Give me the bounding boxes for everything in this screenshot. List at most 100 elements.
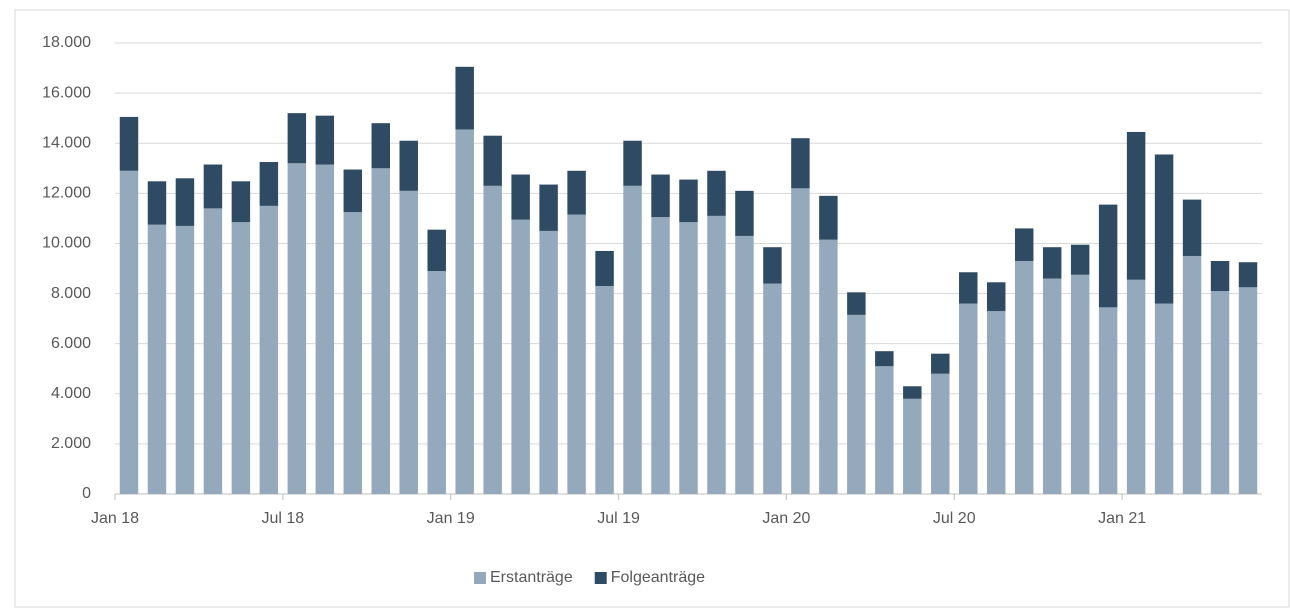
y-tick-label: 2.000 xyxy=(51,435,91,452)
y-tick-label: 16.000 xyxy=(42,84,91,101)
y-tick-label: 18.000 xyxy=(42,34,91,51)
bar xyxy=(175,178,195,226)
bar xyxy=(1070,244,1090,275)
y-tick-label: 0 xyxy=(82,485,91,502)
y-tick-label: 8.000 xyxy=(51,285,91,302)
bar xyxy=(707,170,726,216)
legend-label: Erstanträge xyxy=(490,569,573,586)
bar xyxy=(343,212,363,494)
bar xyxy=(343,169,363,213)
bar xyxy=(371,168,391,494)
bar xyxy=(427,271,446,494)
bar xyxy=(986,282,1006,312)
legend-swatch xyxy=(474,572,486,584)
x-tick-label: Jan 18 xyxy=(91,510,139,527)
bar xyxy=(595,286,614,494)
bar xyxy=(1238,287,1258,494)
bar xyxy=(1042,247,1062,279)
bar xyxy=(147,224,167,494)
bar xyxy=(931,373,950,494)
bar xyxy=(567,170,586,215)
bar xyxy=(791,138,810,189)
x-tick-label: Jan 19 xyxy=(427,510,475,527)
bar xyxy=(539,184,558,231)
bar xyxy=(763,247,782,284)
bar xyxy=(679,222,698,494)
bar xyxy=(1154,303,1174,494)
bar xyxy=(203,208,223,494)
bar xyxy=(903,386,922,399)
bar xyxy=(651,217,670,494)
x-tick-label: Jul 18 xyxy=(262,510,305,527)
bar xyxy=(959,272,978,304)
bar xyxy=(1210,260,1230,292)
bar xyxy=(259,205,279,494)
bar xyxy=(511,219,530,494)
bar xyxy=(791,188,810,495)
bar xyxy=(399,140,418,191)
bar xyxy=(119,116,139,171)
bar xyxy=(903,398,922,494)
bar xyxy=(875,366,894,494)
bar xyxy=(1154,154,1174,304)
bar xyxy=(567,214,586,494)
y-tick-label: 10.000 xyxy=(42,235,91,252)
x-tick-label: Jan 21 xyxy=(1098,510,1146,527)
bar xyxy=(1014,260,1034,494)
bar xyxy=(511,174,530,220)
bar xyxy=(147,181,167,225)
bar xyxy=(175,225,195,494)
bar xyxy=(1126,279,1146,494)
bar xyxy=(287,163,307,494)
bar xyxy=(427,229,446,272)
bar xyxy=(1042,278,1062,494)
bar xyxy=(1126,131,1146,280)
bar xyxy=(287,113,307,164)
bar xyxy=(819,195,838,240)
bar xyxy=(455,129,474,495)
bar xyxy=(623,185,642,495)
y-tick-label: 4.000 xyxy=(51,385,91,402)
x-tick-label: Jul 19 xyxy=(597,510,640,527)
bar xyxy=(931,353,950,374)
bar xyxy=(483,135,502,186)
bar xyxy=(231,222,251,494)
x-tick-label: Jul 20 xyxy=(933,510,976,527)
bar xyxy=(707,215,726,494)
bar xyxy=(1070,274,1090,494)
chart-frame xyxy=(14,9,1290,608)
bar xyxy=(315,164,335,494)
bar xyxy=(315,115,335,165)
bar xyxy=(735,190,754,236)
bar xyxy=(259,162,279,206)
bar xyxy=(1182,255,1202,494)
bar xyxy=(399,190,418,495)
bar xyxy=(1210,291,1230,494)
bar xyxy=(986,311,1006,494)
bar xyxy=(1238,262,1258,288)
bar xyxy=(371,123,391,169)
bar xyxy=(1098,307,1118,494)
bar xyxy=(539,230,558,494)
bar xyxy=(763,283,782,494)
bar xyxy=(483,185,502,495)
bar xyxy=(1014,228,1034,261)
legend-swatch xyxy=(594,572,607,584)
bar xyxy=(679,179,698,223)
bar xyxy=(847,292,866,315)
bar xyxy=(1098,204,1118,308)
bar xyxy=(231,181,251,223)
y-tick-label: 14.000 xyxy=(42,134,91,151)
bar xyxy=(623,140,642,186)
bar xyxy=(819,239,838,494)
y-tick-label: 6.000 xyxy=(51,335,91,352)
legend-label: Folgeanträge xyxy=(611,569,705,586)
bar xyxy=(735,235,754,494)
bar xyxy=(455,66,474,130)
bar xyxy=(119,170,139,495)
bar xyxy=(959,303,978,494)
bar xyxy=(847,314,866,494)
bar xyxy=(1182,199,1202,256)
bar xyxy=(651,174,670,218)
